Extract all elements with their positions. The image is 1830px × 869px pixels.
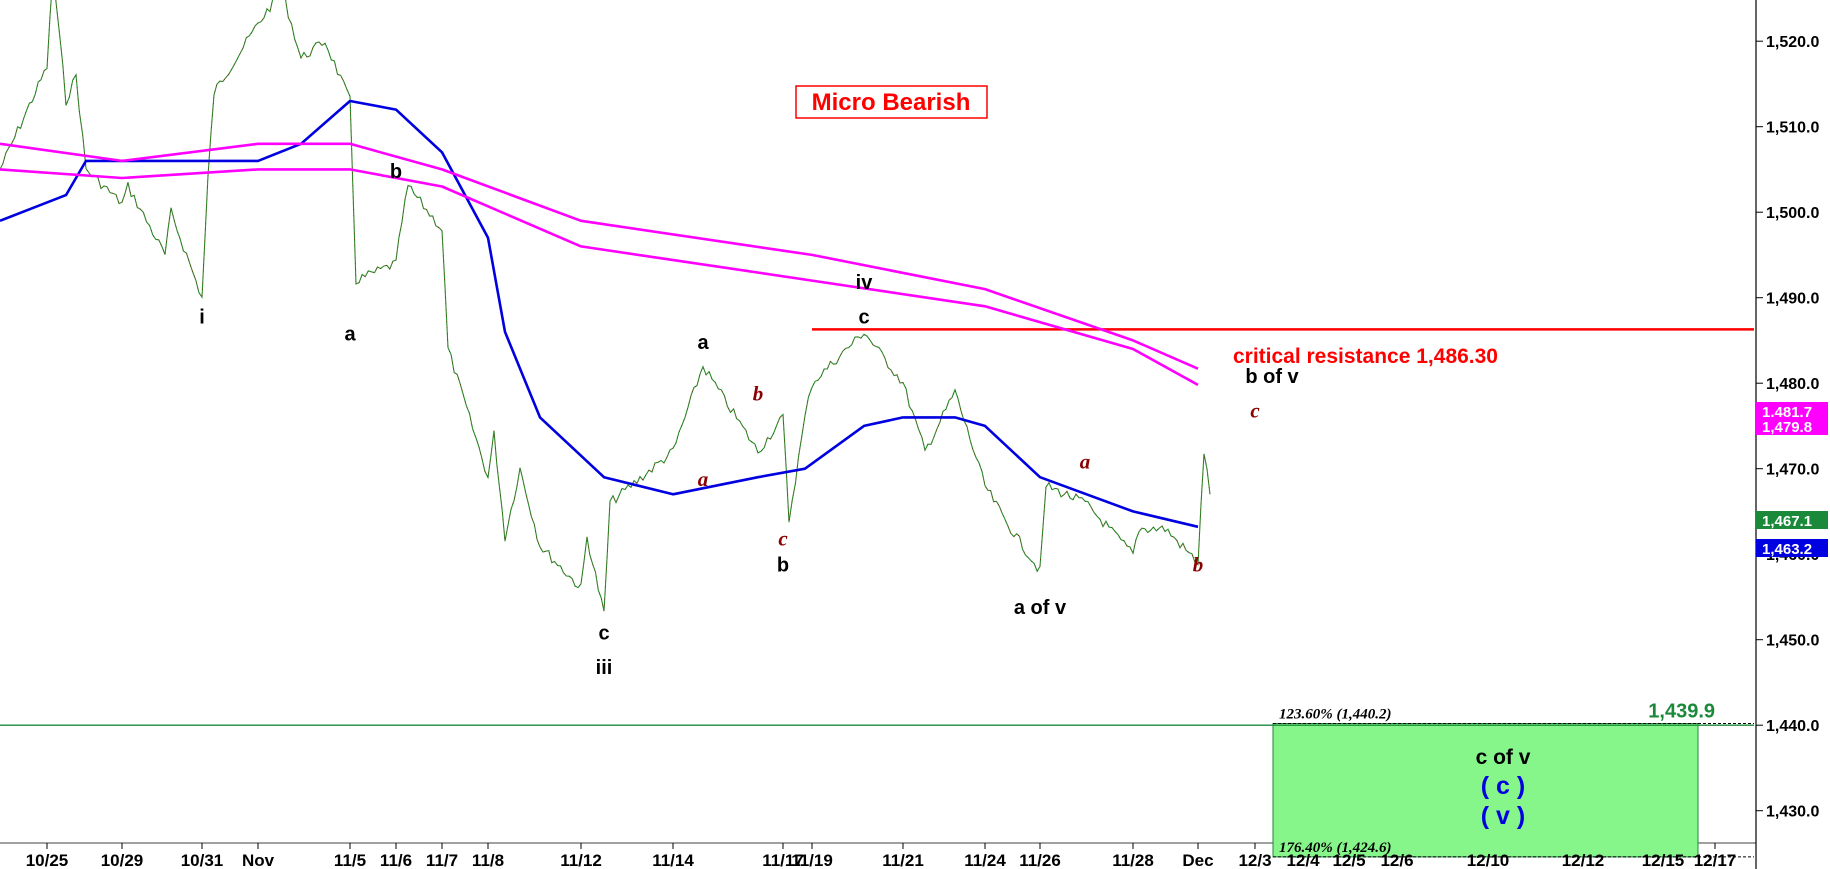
price-tags: 1,481.71,479.8 1,467.1 1,463.2	[1756, 402, 1828, 558]
x-tick-label: 11/8	[472, 851, 504, 869]
wave-label: b	[390, 161, 402, 183]
target-value-label: 1,439.9	[1648, 700, 1715, 722]
x-tick-label: 12/5	[1332, 851, 1365, 869]
price-tag-bg	[1756, 511, 1828, 529]
tick-labels: 1,430.01,440.01,450.01,460.01,470.01,480…	[26, 34, 1820, 869]
wave-label: a	[697, 332, 709, 354]
x-tick-label: 12/12	[1562, 851, 1605, 869]
wave-label: c	[1250, 398, 1260, 422]
wave-label: i	[199, 306, 205, 328]
wave-label: b	[1193, 552, 1204, 576]
x-tick-label: 12/3	[1238, 851, 1271, 869]
x-tick-label: 11/6	[380, 851, 412, 869]
y-tick-label: 1,480.0	[1766, 376, 1819, 393]
wave-label: a of v	[1014, 597, 1067, 619]
x-tick-label: 12/6	[1380, 851, 1413, 869]
x-tick-label: 12/15	[1642, 851, 1685, 869]
price-tag-bg	[1756, 539, 1828, 557]
x-tick-label: 11/26	[1019, 851, 1061, 869]
target-wave-label: c of v	[1476, 746, 1531, 769]
x-tick-label: 11/5	[334, 851, 366, 869]
moving-average-1	[0, 99, 1199, 529]
title-box	[795, 85, 988, 119]
wave-labels: ( b )ciiibaciiiaabcbivcaa of vbb of vc	[199, 161, 1299, 679]
x-tick-label: 11/14	[652, 851, 694, 869]
price-tag-label: 1,467.1	[1762, 513, 1812, 530]
y-tick-label: 1,430.0	[1766, 804, 1819, 821]
x-tick-label: 11/12	[560, 851, 602, 869]
fib-123-label: 123.60% (1,440.2)	[1279, 706, 1392, 722]
price-series	[0, 0, 1211, 612]
wave-label: b	[777, 554, 789, 576]
wave-label: c	[778, 527, 788, 551]
target-wave-label: ( v )	[1481, 802, 1525, 830]
wave-label: c	[858, 306, 869, 328]
target-zone: 123.60% (1,440.2) 176.40% (1,424.6) 1,439.…	[1272, 700, 1754, 858]
chart-title: Micro Bearish	[812, 89, 971, 116]
moving-average-3	[0, 168, 1199, 387]
x-tick-label: 10/31	[181, 851, 224, 869]
wave-label: b	[753, 381, 764, 405]
y-tick-label: 1,510.0	[1766, 120, 1819, 137]
wave-label: a	[344, 323, 356, 345]
y-tick-label: 1,450.0	[1766, 633, 1819, 650]
moving-average-2	[0, 142, 1199, 370]
wave-label: b of v	[1245, 366, 1299, 388]
price-tag-bg	[1756, 417, 1828, 435]
fib-176-label: 176.40% (1,424.6)	[1279, 840, 1392, 856]
x-tick-label: 12/4	[1286, 851, 1320, 869]
wave-label: iii	[596, 657, 613, 679]
wave-label: a	[698, 467, 709, 491]
wave-label: iv	[856, 272, 874, 294]
x-tick-label: 12/10	[1467, 851, 1510, 869]
x-tick-label: Dec	[1182, 851, 1213, 869]
y-tick-label: 1,490.0	[1766, 291, 1819, 308]
price-tag-label: 1,481.7	[1762, 404, 1812, 421]
price-tag-label: 1,463.2	[1762, 541, 1812, 558]
price-tag-bg	[1756, 402, 1828, 420]
target-wave-label: ( c )	[1481, 772, 1525, 800]
price-line-bearish	[0, 0, 1211, 612]
price-tag-label: 1,479.8	[1762, 419, 1812, 436]
x-tick-label: 10/25	[26, 851, 69, 869]
x-tick-label: 11/7	[426, 851, 458, 869]
x-tick-label: Nov	[242, 851, 275, 869]
y-tick-label: 1,500.0	[1766, 205, 1819, 222]
y-tick-label: 1,440.0	[1766, 718, 1819, 735]
x-tick-label: 11/21	[882, 851, 924, 869]
x-tick-label: 11/19	[791, 851, 833, 869]
x-tick-label: 11/24	[964, 851, 1006, 869]
x-tick-label: 12/17	[1694, 851, 1737, 869]
x-tick-label: 11/17	[762, 851, 804, 869]
x-tick-label: 10/29	[101, 851, 144, 869]
resistance-label: critical resistance 1,486.30	[1233, 345, 1498, 368]
wave-label: c	[598, 623, 609, 645]
wave-label: a	[1080, 450, 1091, 474]
target-zone-box	[1272, 722, 1699, 858]
indicator-lines	[0, 99, 1754, 726]
y-tick-label: 1,470.0	[1766, 462, 1819, 479]
y-tick-label: 1,520.0	[1766, 34, 1819, 51]
x-tick-label: 11/28	[1112, 851, 1154, 869]
